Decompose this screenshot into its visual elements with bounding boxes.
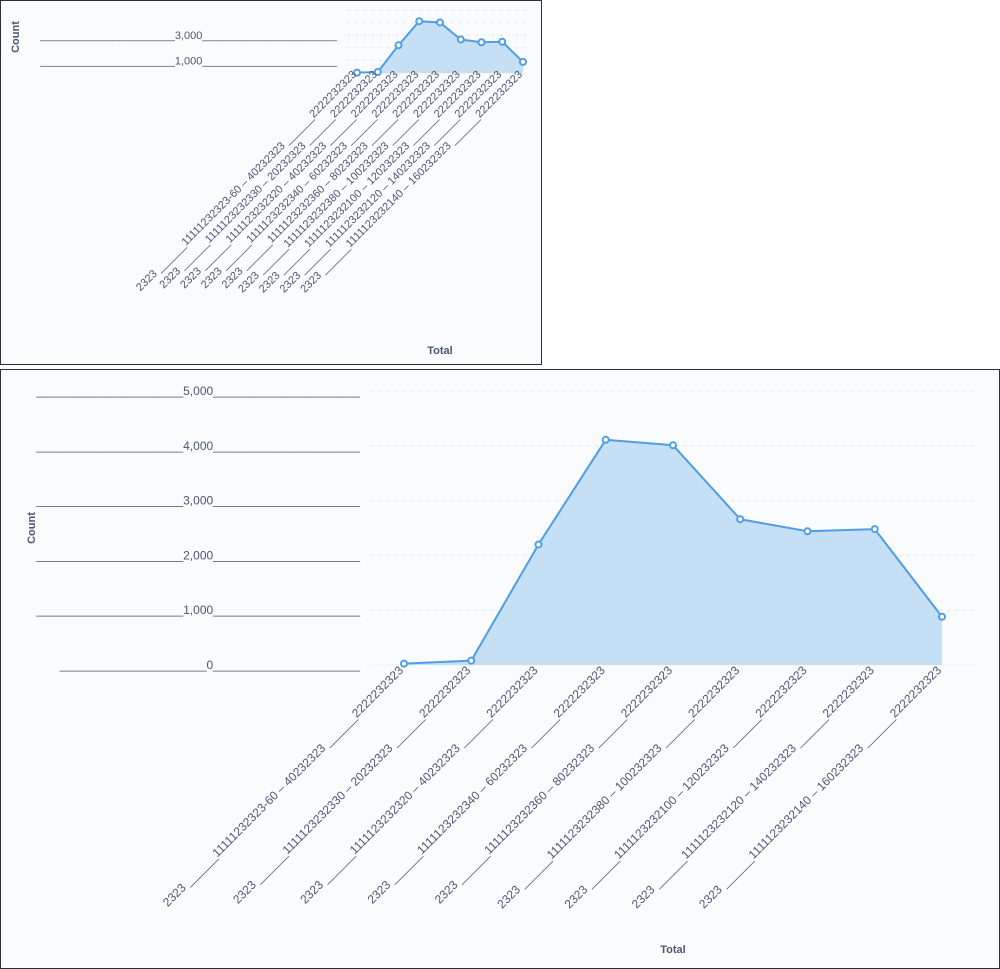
- large-x-tick-label: 2323 ______1111123232100 – 120232323 ___…: [562, 663, 810, 911]
- small-series-area: [357, 21, 523, 73]
- large-x-tick-label: 2323 ______1111123232360 – 80232323 ____…: [432, 663, 676, 907]
- large-y-tick-label: ______________________1,000_____________…: [35, 603, 360, 617]
- chart-card-large: ______________________0_________________…: [0, 369, 1000, 969]
- large-x-tick-label: 2323 ______1111123232380 – 100232323 ___…: [494, 663, 742, 911]
- large-data-point[interactable]: [467, 656, 476, 665]
- large-x-tick-label: 2323 ______1111123232120 – 140232323 ___…: [629, 663, 877, 911]
- small-data-point[interactable]: [415, 17, 424, 26]
- small-y-tick-label: ______________________1,000_____________…: [39, 55, 338, 67]
- large-y-axis-title: Count: [26, 512, 38, 544]
- large-y-tick-label: ______________________0_________________…: [59, 658, 361, 672]
- large-data-point[interactable]: [400, 659, 408, 668]
- large-x-tick-label: 2323 ______1111123232340 – 60232323 ____…: [365, 663, 609, 907]
- area-chart-large: ______________________0_________________…: [26, 384, 976, 956]
- large-y-tick-label: ______________________2,000_____________…: [35, 548, 360, 562]
- small-data-point[interactable]: [353, 68, 361, 77]
- large-x-tick-label: 2323 ______1111123232320 – 40232323 ____…: [297, 663, 541, 907]
- large-data-point[interactable]: [938, 612, 946, 621]
- large-y-tick-label: ______________________5,000_____________…: [35, 384, 360, 398]
- small-data-point[interactable]: [477, 38, 486, 47]
- large-x-tick-label: 2323 ______1111123232330 – 20232323 ____…: [230, 663, 474, 907]
- large-y-tick-label: ______________________3,000_____________…: [35, 494, 360, 508]
- large-data-point[interactable]: [534, 540, 543, 549]
- chart-card-small: ______________________1,000_____________…: [0, 0, 542, 365]
- small-data-point[interactable]: [498, 37, 507, 46]
- small-y-axis-title: Count: [10, 21, 22, 53]
- large-data-point[interactable]: [803, 527, 812, 536]
- area-chart-small: ______________________1,000_____________…: [10, 9, 529, 357]
- small-data-point[interactable]: [436, 18, 444, 27]
- large-x-tick-label: 2323 ______11111232323-60 – 40232323 ___…: [160, 663, 406, 909]
- small-data-point[interactable]: [373, 67, 382, 76]
- large-series-area: [404, 439, 942, 665]
- large-data-point[interactable]: [669, 441, 677, 450]
- small-data-point[interactable]: [519, 57, 527, 66]
- large-data-point[interactable]: [870, 525, 879, 534]
- large-x-axis-title: Total: [660, 944, 685, 956]
- small-x-axis-title: Total: [427, 345, 452, 357]
- large-x-tick-label: 2323 ______1111123232140 – 160232323 ___…: [696, 663, 944, 911]
- large-data-point[interactable]: [736, 515, 745, 524]
- small-data-point[interactable]: [394, 41, 403, 50]
- small-data-point[interactable]: [456, 35, 465, 44]
- small-y-tick-label: ______________________3,000_____________…: [39, 30, 338, 42]
- large-data-point[interactable]: [601, 435, 610, 444]
- large-y-tick-label: ______________________4,000_____________…: [35, 439, 360, 453]
